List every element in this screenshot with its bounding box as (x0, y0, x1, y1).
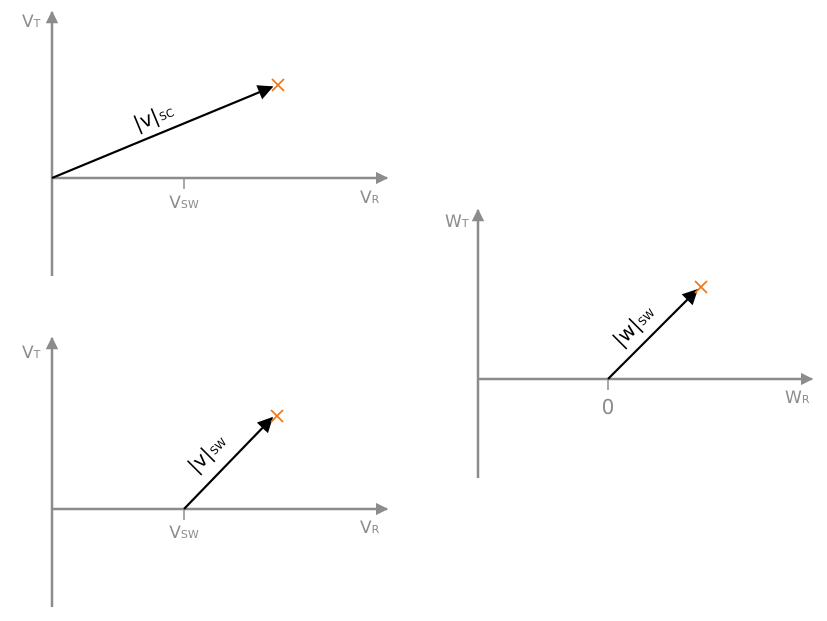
x-tick-label: VSW (169, 193, 199, 213)
panel-bottom-left: VT VR VSW |v|SW (22, 338, 387, 607)
endpoint-cross-marker (695, 281, 707, 293)
vector-label: |v|SW (183, 429, 231, 477)
x-axis-label: VR (360, 518, 380, 538)
x-axis-label: WR (785, 388, 810, 408)
velocity-vector (52, 87, 272, 178)
y-axis-label: VT (22, 343, 41, 363)
x-tick-label: VSW (169, 523, 199, 543)
panel-right: WT WR 0 |w|SW (445, 210, 812, 478)
x-tick-label: 0 (602, 395, 615, 419)
x-axis-label: VR (360, 188, 380, 208)
y-axis-label: VT (22, 12, 41, 32)
endpoint-cross-marker (271, 410, 283, 422)
y-axis-label: WT (445, 212, 469, 232)
panel-top-left: VT VR VSW |v|SC (22, 12, 387, 276)
endpoint-cross-marker (272, 79, 284, 91)
vector-label: |w|SW (608, 300, 659, 351)
